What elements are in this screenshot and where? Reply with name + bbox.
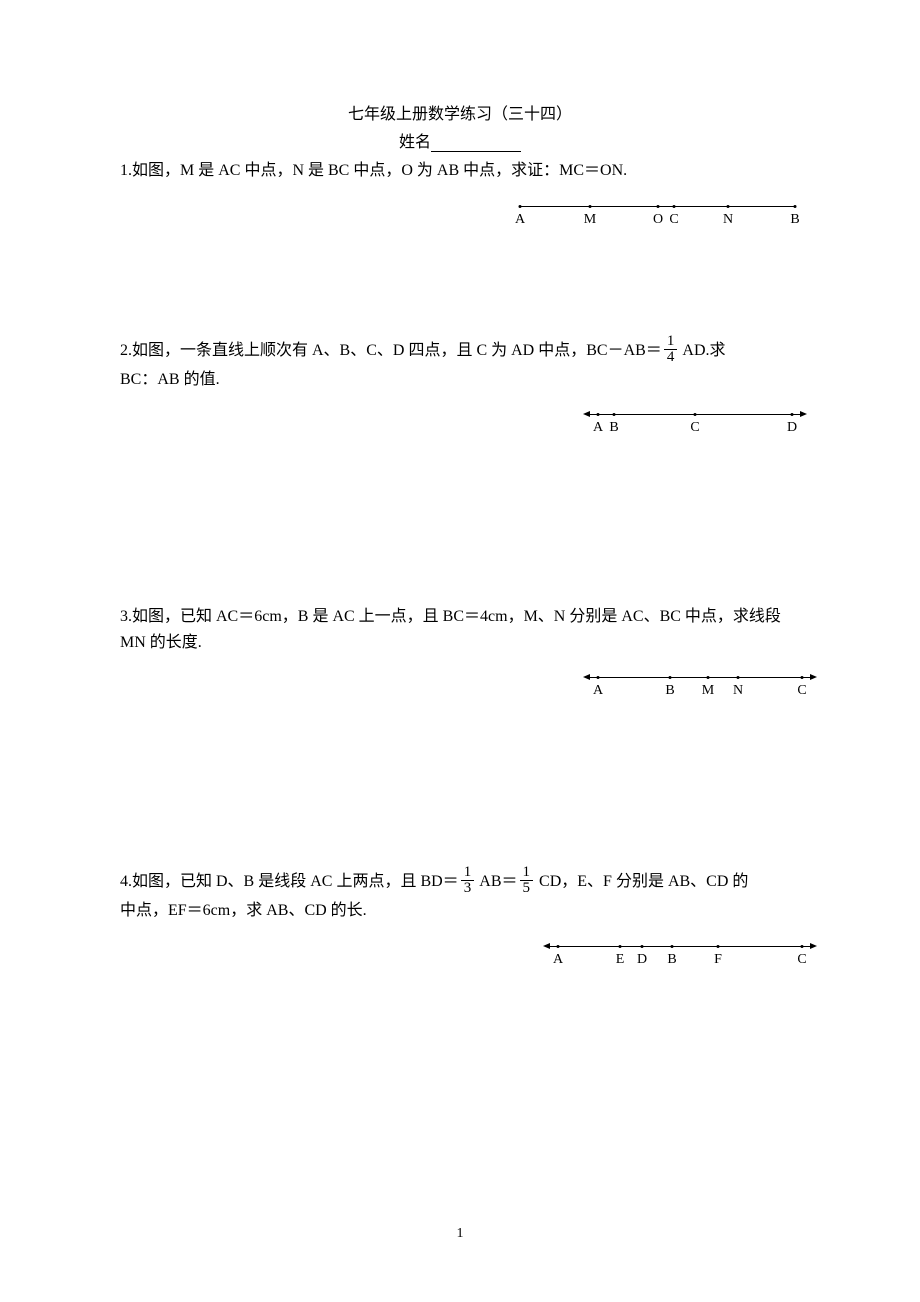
point-label-e: E: [616, 952, 625, 968]
diagram-2: AB C D: [120, 402, 800, 442]
point-label-o: O: [653, 212, 663, 228]
point-tick: [597, 676, 600, 679]
point-label-n: N: [723, 212, 733, 228]
diagram-1: A M OC N B: [120, 194, 800, 234]
name-label: 姓名: [399, 134, 431, 151]
point-tick: [727, 205, 730, 208]
point-label-b: B: [665, 683, 674, 699]
point-tick: [801, 945, 804, 948]
point-label-n: N: [733, 683, 743, 699]
segment-line: [590, 677, 810, 678]
point-tick: [801, 676, 804, 679]
p4-line2: 中点，EF＝6cm，求 AB、CD 的长.: [120, 902, 367, 919]
point-label-a: A: [553, 952, 563, 968]
point-label-d: D: [637, 952, 647, 968]
point-label-c: C: [690, 420, 699, 436]
point-tick: [619, 945, 622, 948]
point-tick: [597, 413, 600, 416]
point-tick: [717, 945, 720, 948]
point-label-m: M: [702, 683, 714, 699]
problem-1: 1.如图，M 是 AC 中点，N 是 BC 中点，O 为 AB 中点，求证：MC…: [120, 158, 800, 184]
arrow-left-icon: [543, 943, 550, 949]
point-label-a: A: [515, 212, 525, 228]
arrow-right-icon: [810, 943, 817, 949]
point-tick: [669, 676, 672, 679]
fraction-1-3: 13: [461, 865, 475, 896]
page-number: 1: [0, 1226, 920, 1242]
arrow-right-icon: [810, 674, 817, 680]
point-tick: [791, 413, 794, 416]
point-label-c: C: [797, 952, 806, 968]
point-tick: [557, 945, 560, 948]
point-label-a: A: [593, 420, 603, 436]
p4-pre: 4.如图，已知 D、B 是线段 AC 上两点，且 BD＝: [120, 874, 459, 891]
point-label-c: C: [669, 212, 678, 228]
point-label-d: D: [787, 420, 797, 436]
p4-post: CD，E、F 分别是 AB、CD 的: [535, 874, 748, 891]
point-tick: [707, 676, 710, 679]
point-tick: [519, 205, 522, 208]
point-tick: [589, 205, 592, 208]
diagram-4: AEDBFC: [120, 934, 800, 974]
point-label-b: B: [790, 212, 799, 228]
point-tick: [613, 413, 616, 416]
point-tick: [657, 205, 660, 208]
p4-mid: AB＝: [476, 874, 517, 891]
problem-3: 3.如图，已知 AC＝6cm，B 是 AC 上一点，且 BC＝4cm，M、N 分…: [120, 604, 800, 655]
arrow-left-icon: [583, 411, 590, 417]
name-line: 姓名: [120, 128, 800, 152]
fraction-1-4: 14: [664, 334, 678, 365]
p2-pre: 2.如图，一条直线上顺次有 A、B、C、D 四点，且 C 为 AD 中点，BC－…: [120, 342, 662, 359]
point-tick: [794, 205, 797, 208]
arrow-right-icon: [800, 411, 807, 417]
point-tick: [641, 945, 644, 948]
point-tick: [694, 413, 697, 416]
arrow-left-icon: [583, 674, 590, 680]
point-label-m: M: [584, 212, 596, 228]
name-underline: [431, 151, 521, 152]
point-label-b: B: [609, 420, 618, 436]
point-label-a: A: [593, 683, 603, 699]
worksheet-title: 七年级上册数学练习（三十四）: [120, 100, 800, 124]
segment-line: [550, 946, 810, 947]
point-label-b: B: [667, 952, 676, 968]
point-tick: [671, 945, 674, 948]
problem-4: 4.如图，已知 D、B 是线段 AC 上两点，且 BD＝13 AB＝15 CD，…: [120, 867, 800, 924]
point-label-f: F: [714, 952, 722, 968]
problem-2: 2.如图，一条直线上顺次有 A、B、C、D 四点，且 C 为 AD 中点，BC－…: [120, 336, 800, 393]
fraction-1-5: 15: [520, 865, 534, 896]
point-tick: [673, 205, 676, 208]
point-label-c: C: [797, 683, 806, 699]
p2-line2: BC：AB 的值.: [120, 371, 220, 388]
point-tick: [737, 676, 740, 679]
p2-post: AD.求: [679, 342, 725, 359]
diagram-3: ABMNC: [120, 665, 800, 705]
